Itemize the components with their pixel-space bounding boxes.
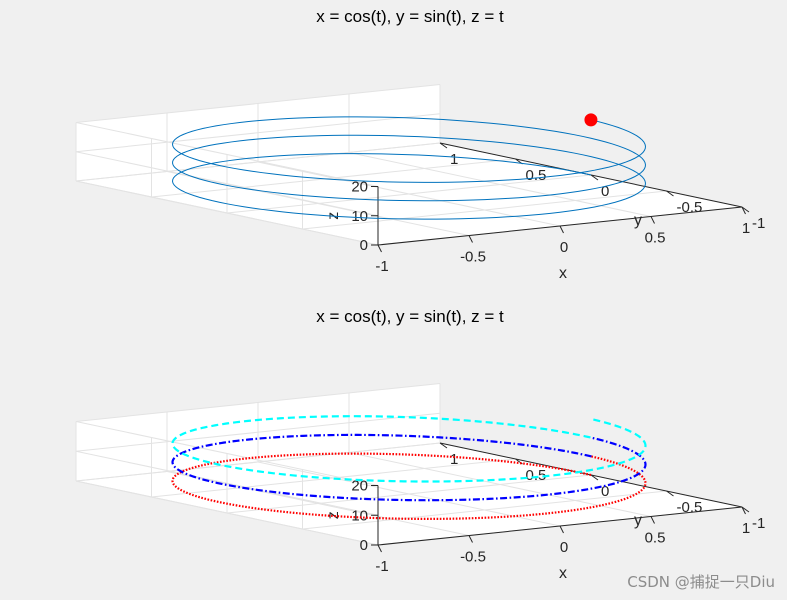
x-tick bbox=[650, 516, 655, 524]
z-tick-label: 20 bbox=[351, 478, 368, 495]
series-1-line bbox=[171, 452, 647, 521]
x-tick-label: 0 bbox=[560, 239, 568, 256]
y-tick-label: 0.5 bbox=[526, 167, 547, 184]
grid-line bbox=[75, 122, 379, 187]
y-axis-label: y bbox=[634, 212, 642, 229]
y-tick-label: 0 bbox=[601, 483, 609, 500]
y-axis-label: y bbox=[634, 512, 642, 529]
x-tick bbox=[650, 216, 655, 224]
grid-line bbox=[75, 450, 379, 516]
y-tick-label: -0.5 bbox=[677, 199, 703, 216]
y-tick-label: -1 bbox=[752, 215, 765, 232]
x-tick bbox=[741, 506, 746, 515]
y-tick-label: 0.5 bbox=[526, 467, 547, 484]
y-tick bbox=[439, 142, 448, 149]
y-tick bbox=[666, 190, 674, 197]
grid-line bbox=[151, 458, 516, 498]
grid-line bbox=[75, 151, 379, 217]
series-1-line bbox=[172, 116, 646, 220]
x-tick bbox=[741, 206, 746, 215]
x-tick bbox=[559, 225, 564, 234]
chart-title: x = cos(t), y = sin(t), z = t bbox=[316, 7, 504, 26]
x-tick bbox=[377, 544, 382, 553]
point-marker bbox=[584, 113, 598, 127]
grid-line bbox=[151, 158, 516, 198]
y-tick bbox=[439, 442, 448, 449]
series-3-line bbox=[171, 415, 647, 483]
z-tick-label: 0 bbox=[360, 237, 368, 254]
x-tick bbox=[468, 235, 473, 243]
z-tick-label: 10 bbox=[351, 208, 368, 225]
grid-line bbox=[75, 142, 441, 182]
watermark: CSDN @捕捉一只Diu bbox=[627, 573, 775, 591]
grid-line bbox=[226, 174, 592, 214]
x-tick bbox=[377, 244, 382, 253]
x-tick-label: 1 bbox=[742, 520, 750, 537]
x-tick-label: 1 bbox=[742, 220, 750, 237]
grid-line bbox=[75, 421, 379, 486]
x-tick-label: -1 bbox=[375, 558, 388, 575]
z-tick-label: 10 bbox=[351, 507, 368, 524]
y-tick bbox=[590, 174, 599, 181]
z-tick-label: 0 bbox=[360, 537, 368, 554]
z-axis-label: z bbox=[325, 511, 342, 519]
y-tick-label: -0.5 bbox=[677, 499, 703, 516]
y-tick bbox=[666, 490, 674, 497]
y-tick bbox=[741, 206, 750, 213]
grid-line bbox=[226, 474, 592, 514]
grid-line bbox=[75, 442, 441, 482]
grid-line bbox=[75, 383, 441, 422]
x-axis-label: x bbox=[559, 565, 567, 582]
y-tick-label: 0 bbox=[601, 183, 609, 200]
z-tick-label: 20 bbox=[351, 179, 368, 196]
grid-line bbox=[75, 113, 441, 153]
x-tick-label: 0 bbox=[560, 539, 568, 556]
y-tick-label: 1 bbox=[450, 151, 458, 168]
grid-line bbox=[75, 180, 379, 246]
grid-line bbox=[302, 190, 667, 230]
x-tick-label: 0.5 bbox=[645, 530, 666, 547]
x-axis-label: x bbox=[559, 265, 567, 282]
x-tick bbox=[468, 535, 473, 543]
chart-title: x = cos(t), y = sin(t), z = t bbox=[316, 307, 504, 326]
y-tick-label: -1 bbox=[752, 515, 765, 532]
grid-line bbox=[75, 480, 379, 546]
series-2-line bbox=[171, 433, 647, 502]
y-tick bbox=[741, 506, 750, 513]
x-tick-label: -1 bbox=[375, 258, 388, 275]
grid-line bbox=[75, 84, 441, 123]
y-tick-label: 1 bbox=[450, 451, 458, 468]
x-tick bbox=[559, 525, 564, 534]
grid-line bbox=[302, 490, 667, 530]
x-tick-label: -0.5 bbox=[460, 549, 486, 566]
grid-line bbox=[75, 412, 441, 452]
x-tick-label: -0.5 bbox=[460, 249, 486, 266]
x-tick-label: 0.5 bbox=[645, 230, 666, 247]
y-tick bbox=[590, 474, 599, 481]
